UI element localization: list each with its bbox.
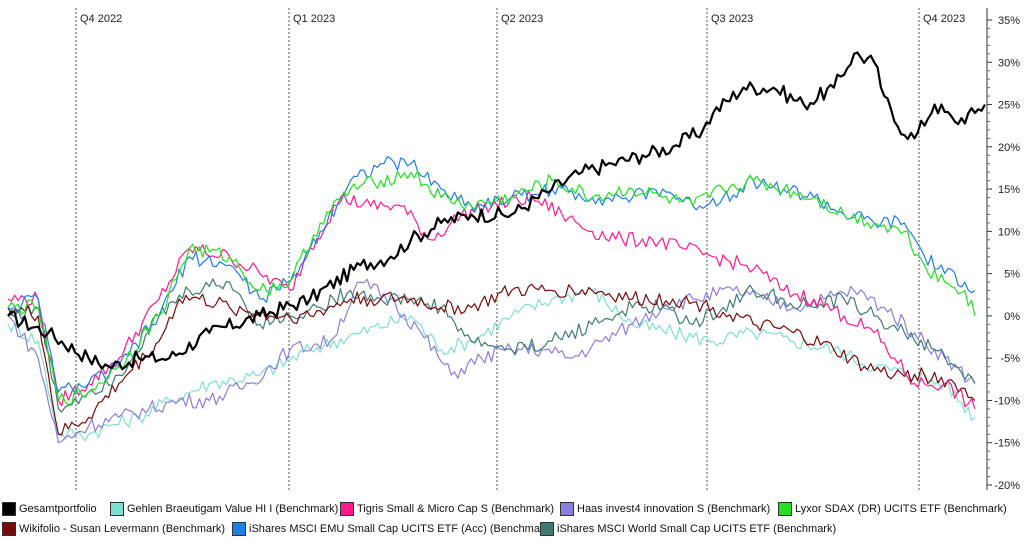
series-line-6 bbox=[7, 155, 976, 396]
y-tick-label: 10% bbox=[998, 226, 1020, 238]
y-tick-label: 25% bbox=[998, 100, 1020, 112]
legend: Gesamtportfolio Gehlen Braeutigam Value H… bbox=[0, 498, 1024, 542]
legend-item: Wikifolio - Susan Levermann (Benchmark) bbox=[2, 522, 225, 536]
legend-label: iShares MSCI EMU Small Cap UCITS ETF (Ac… bbox=[249, 523, 553, 535]
legend-swatch bbox=[778, 502, 792, 516]
legend-item: Lyxor SDAX (DR) UCITS ETF (Benchmark) bbox=[778, 502, 1007, 516]
legend-label: Haas invest4 innovation S (Benchmark) bbox=[577, 503, 771, 515]
y-tick-label: 20% bbox=[998, 142, 1020, 154]
legend-swatch bbox=[110, 502, 124, 516]
legend-swatch bbox=[540, 522, 554, 536]
series-line-0 bbox=[7, 51, 986, 371]
series-lines bbox=[7, 51, 986, 444]
y-axis: 35% 30% 25% 20% 15% 10% 5% 0% -5% -10% -15% -20% bbox=[986, 8, 1020, 492]
legend-item: Tigris Small & Micro Cap S (Benchmark) bbox=[340, 502, 554, 516]
legend-swatch bbox=[2, 522, 16, 536]
legend-item: iShares MSCI World Small Cap UCITS ETF (… bbox=[540, 522, 836, 536]
series-line-5 bbox=[7, 283, 976, 436]
series-line-4 bbox=[7, 170, 976, 406]
series-line-7 bbox=[7, 278, 976, 413]
legend-item: Gesamtportfolio bbox=[2, 502, 97, 516]
quarter-label: Q4 2023 bbox=[923, 13, 965, 25]
line-chart: Q4 2022 Q1 2023 Q2 2023 Q3 2023 Q4 2023 35%3… bbox=[7, 8, 1020, 492]
legend-swatch bbox=[560, 502, 574, 516]
series-line-1 bbox=[7, 287, 976, 442]
quarter-label: Q2 2023 bbox=[501, 13, 543, 25]
legend-label: Gehlen Braeutigam Value HI I (Benchmark) bbox=[127, 503, 339, 515]
y-tick-label: -20% bbox=[994, 480, 1020, 492]
legend-swatch bbox=[232, 522, 246, 536]
legend-label: Lyxor SDAX (DR) UCITS ETF (Benchmark) bbox=[795, 503, 1007, 515]
y-tick-label: 30% bbox=[998, 57, 1020, 69]
quarter-gridlines bbox=[75, 8, 920, 490]
quarter-label: Q4 2022 bbox=[80, 13, 122, 25]
legend-item: iShares MSCI EMU Small Cap UCITS ETF (Ac… bbox=[232, 522, 553, 536]
legend-label: Gesamtportfolio bbox=[19, 503, 97, 515]
y-tick-label: 35% bbox=[998, 15, 1020, 27]
legend-label: Wikifolio - Susan Levermann (Benchmark) bbox=[19, 523, 226, 535]
legend-label: Tigris Small & Micro Cap S (Benchmark) bbox=[357, 503, 555, 515]
legend-label: iShares MSCI World Small Cap UCITS ETF (… bbox=[557, 523, 837, 535]
y-tick-label: 15% bbox=[998, 184, 1020, 196]
y-tick-label: 0% bbox=[1004, 311, 1020, 323]
legend-item: Gehlen Braeutigam Value HI I (Benchmark) bbox=[110, 502, 338, 516]
legend-item: Haas invest4 innovation S (Benchmark) bbox=[560, 502, 770, 516]
y-tick-label: -10% bbox=[994, 395, 1020, 407]
y-tick-label: -5% bbox=[1000, 353, 1020, 365]
series-line-3 bbox=[7, 278, 976, 444]
legend-swatch bbox=[340, 502, 354, 516]
quarter-labels: Q4 2022 Q1 2023 Q2 2023 Q3 2023 Q4 2023 bbox=[80, 13, 965, 25]
quarter-label: Q3 2023 bbox=[711, 13, 753, 25]
y-tick-label: -15% bbox=[994, 438, 1020, 450]
series-line-2 bbox=[7, 190, 976, 410]
quarter-label: Q1 2023 bbox=[293, 13, 335, 25]
y-tick-label: 5% bbox=[1004, 269, 1020, 281]
legend-swatch bbox=[2, 502, 16, 516]
